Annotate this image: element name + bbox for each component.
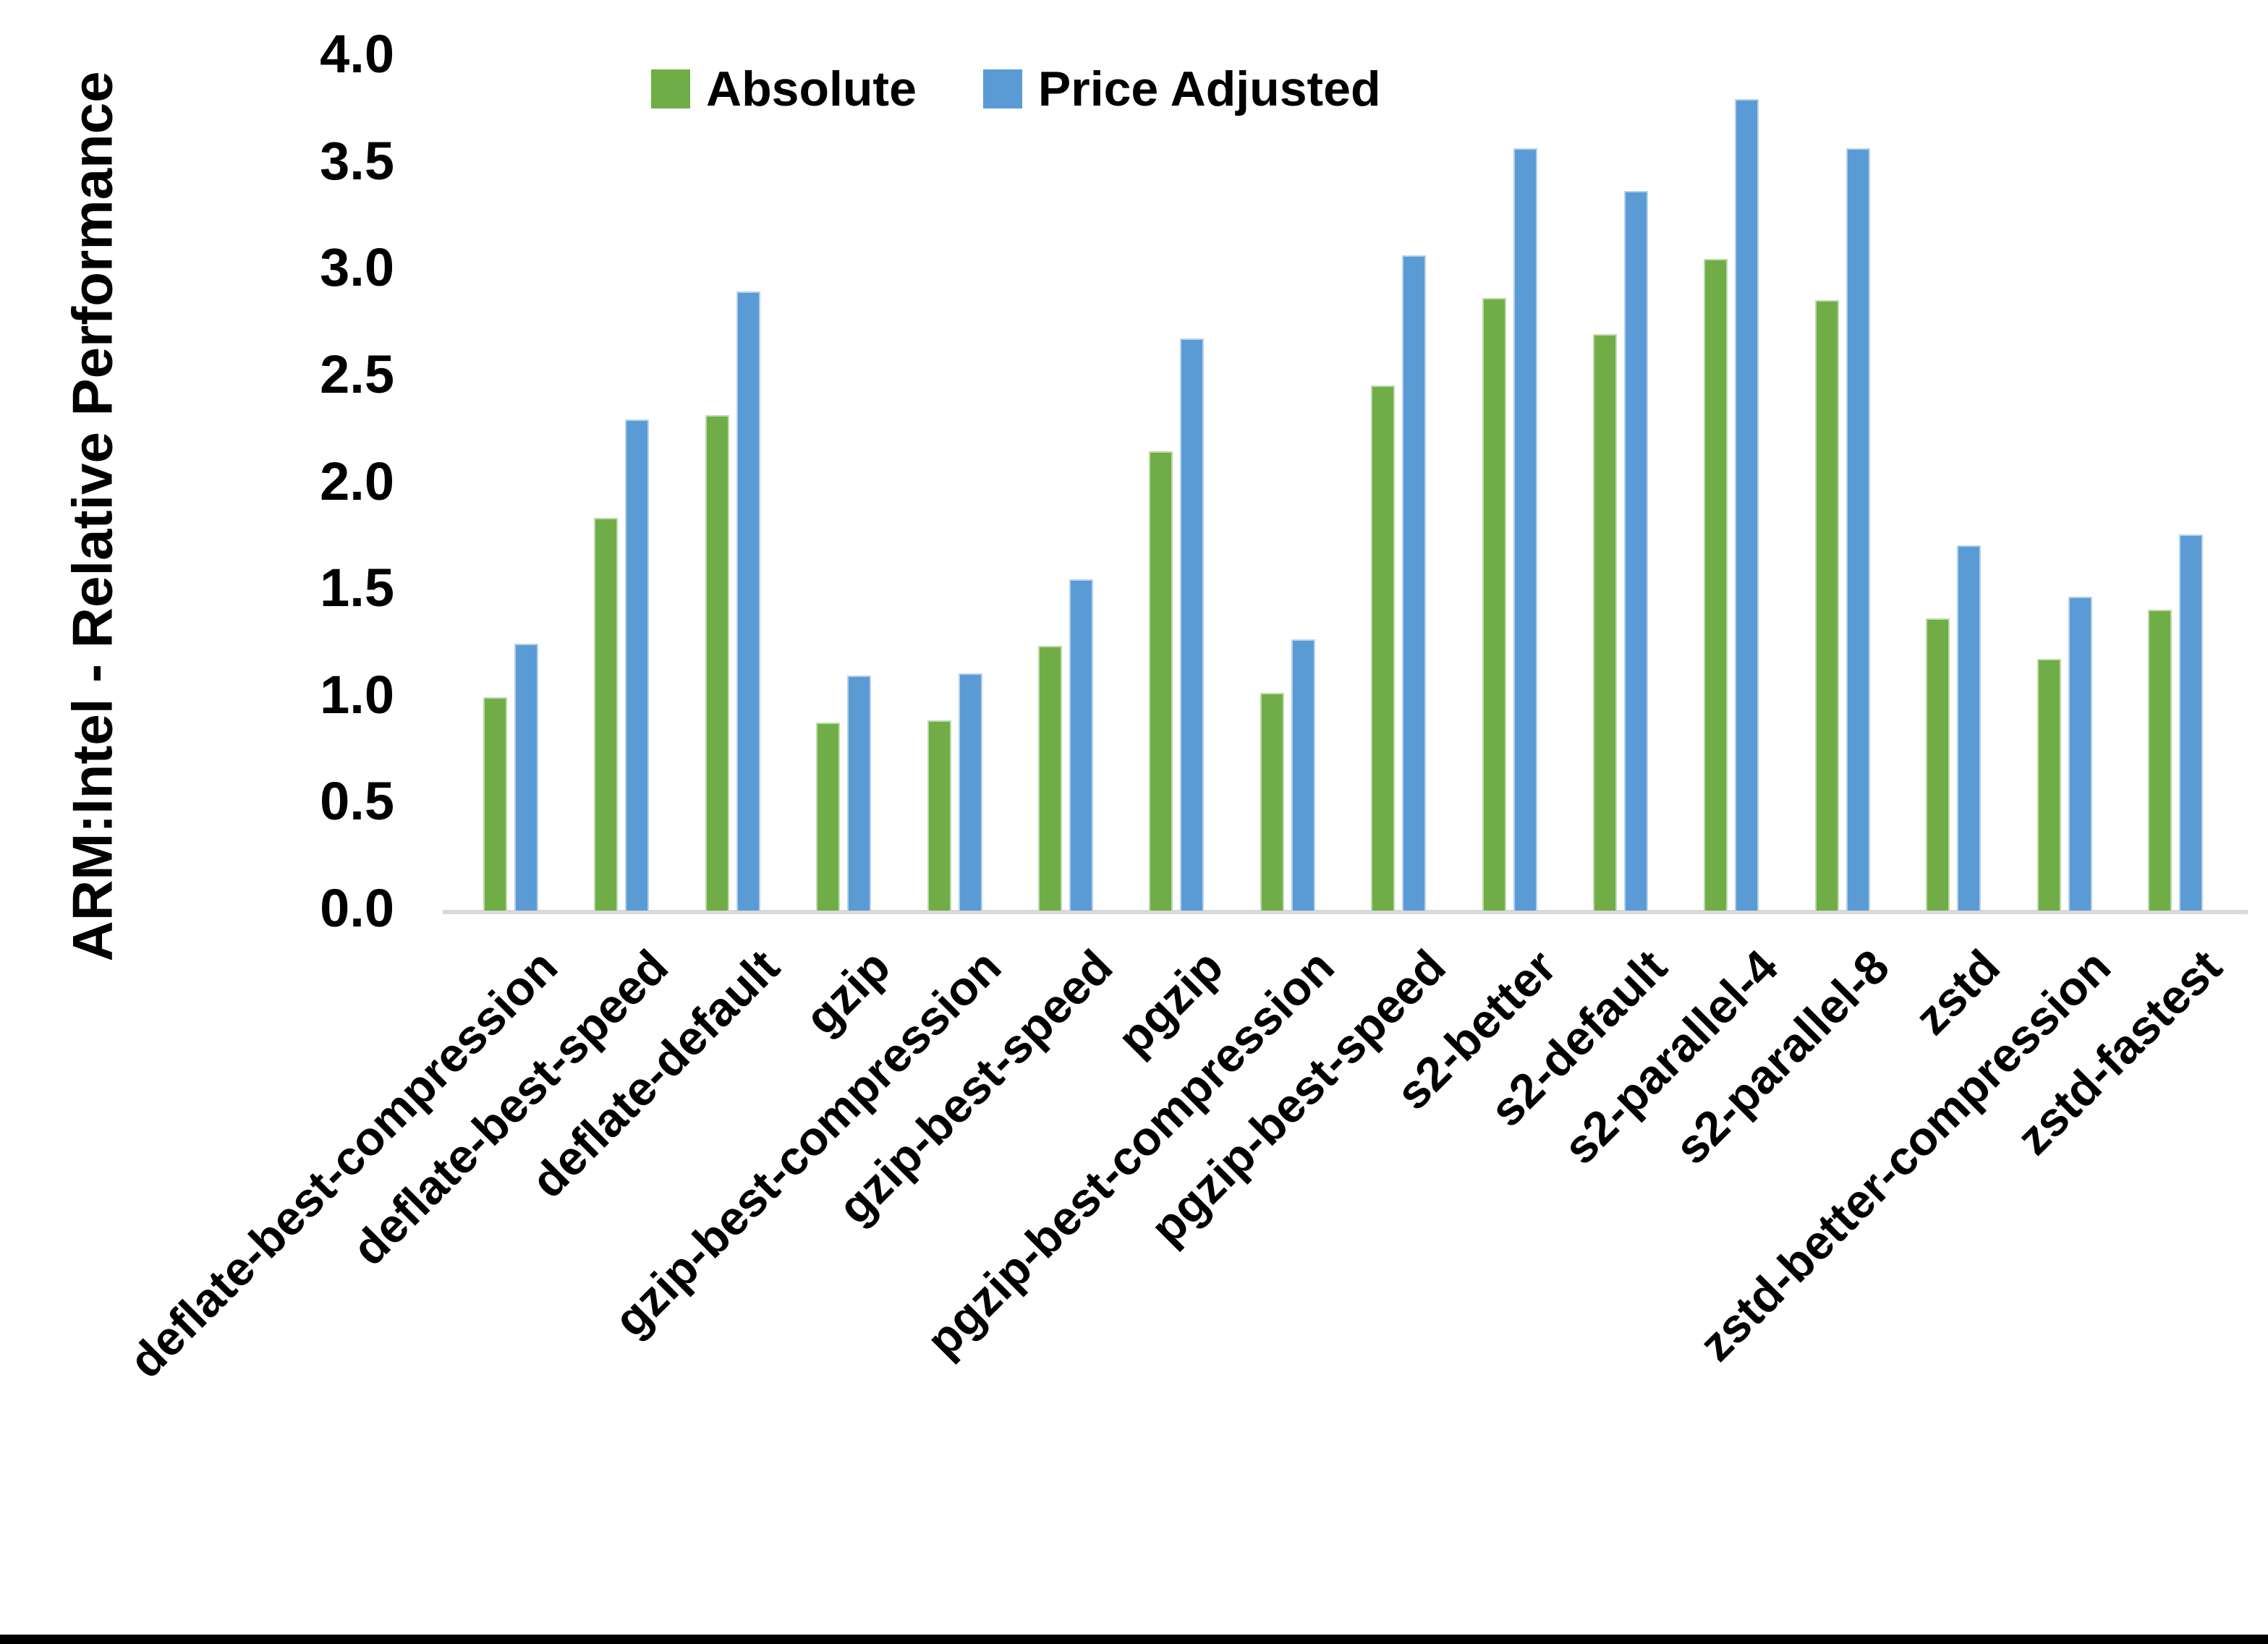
legend-swatch-price-adjusted <box>982 69 1022 108</box>
y-tick-1.0: 1.0 <box>320 664 394 725</box>
bar-absolute-zstd-fastest <box>2148 610 2172 911</box>
y-tick-0.0: 0.0 <box>320 878 394 939</box>
bar-absolute-deflate-default <box>705 415 729 911</box>
y-tick-0.5: 0.5 <box>320 771 394 832</box>
bar-absolute-deflate-best-speed <box>594 518 619 911</box>
bar-price-adjusted-gzip <box>847 676 872 911</box>
bar-price-adjusted-deflate-best-compression <box>514 644 538 911</box>
bar-price-adjusted-pgzip <box>1180 338 1205 911</box>
bar-price-adjusted-s2-better <box>1513 148 1537 911</box>
bar-absolute-gzip <box>816 723 841 911</box>
bar-price-adjusted-zstd <box>1957 545 1982 911</box>
y-tick-4.0: 4.0 <box>320 24 394 85</box>
legend-label-absolute: Absolute <box>706 61 917 116</box>
bar-absolute-s2-parallel-4 <box>1704 259 1728 911</box>
legend: Absolute Price Adjusted <box>651 61 1381 117</box>
y-tick-3.0: 3.0 <box>320 237 394 298</box>
bottom-border-bar <box>0 1635 2268 1644</box>
y-tick-2.0: 2.0 <box>320 451 394 511</box>
bar-absolute-gzip-best-speed <box>1038 646 1062 911</box>
bar-absolute-zstd <box>1926 618 1950 911</box>
legend-item-absolute: Absolute <box>651 61 917 117</box>
bar-price-adjusted-s2-default <box>1624 191 1648 911</box>
bar-price-adjusted-deflate-default <box>736 291 760 911</box>
bar-absolute-deflate-best-compression <box>483 697 507 911</box>
bar-absolute-s2-default <box>1593 334 1617 911</box>
bar-price-adjusted-gzip-best-speed <box>1069 579 1093 911</box>
bar-price-adjusted-s2-parallel-8 <box>1846 148 1870 911</box>
y-tick-3.5: 3.5 <box>320 130 394 191</box>
bar-price-adjusted-zstd-better-compression <box>2068 597 2092 911</box>
legend-item-price-adjusted: Price Adjusted <box>982 61 1381 117</box>
bar-price-adjusted-deflate-best-speed <box>625 419 650 911</box>
y-tick-1.5: 1.5 <box>320 558 394 618</box>
plot-area <box>443 56 2248 914</box>
bar-absolute-zstd-better-compression <box>2036 659 2061 911</box>
bar-absolute-pgzip-best-speed <box>1371 386 1396 911</box>
bar-absolute-gzip-best-compression <box>927 720 951 911</box>
y-axis-title: ARM:Intel - Relative Performance <box>60 71 124 962</box>
bar-absolute-s2-better <box>1482 298 1506 911</box>
bar-absolute-pgzip-best-compression <box>1260 693 1284 911</box>
bar-price-adjusted-zstd-fastest <box>2179 534 2203 911</box>
bar-price-adjusted-gzip-best-compression <box>958 673 982 911</box>
x-axis-line <box>443 910 2248 914</box>
legend-swatch-absolute <box>651 69 690 108</box>
bar-price-adjusted-pgzip-best-speed <box>1402 255 1427 911</box>
legend-label-price-adjusted: Price Adjusted <box>1037 61 1381 116</box>
bar-absolute-s2-parallel-8 <box>1814 300 1839 911</box>
bar-absolute-pgzip <box>1149 451 1173 911</box>
bar-price-adjusted-s2-parallel-4 <box>1735 99 1759 911</box>
y-tick-2.5: 2.5 <box>320 344 394 404</box>
x-label-deflate-best-compression: deflate-best-compression <box>118 939 568 1388</box>
bar-price-adjusted-pgzip-best-compression <box>1291 639 1315 911</box>
